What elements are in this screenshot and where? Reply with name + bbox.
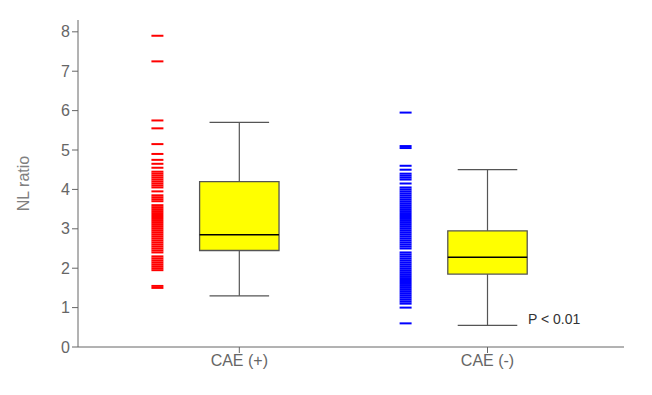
svg-text:0: 0 <box>61 339 70 356</box>
svg-text:8: 8 <box>61 23 70 40</box>
svg-text:NL ratio: NL ratio <box>15 156 32 212</box>
svg-text:CAE (+): CAE (+) <box>211 352 268 369</box>
svg-text:6: 6 <box>61 102 70 119</box>
html-text:P < 0.01: P < 0.01 <box>528 311 581 328</box>
svg-text:CAE (-): CAE (-) <box>461 352 514 369</box>
svg-text:1: 1 <box>61 299 70 316</box>
svg-text:4: 4 <box>61 181 70 198</box>
svg-text:5: 5 <box>61 142 70 159</box>
svg-text:2: 2 <box>61 260 70 277</box>
svg-text:7: 7 <box>61 63 70 80</box>
svg-text:3: 3 <box>61 220 70 237</box>
